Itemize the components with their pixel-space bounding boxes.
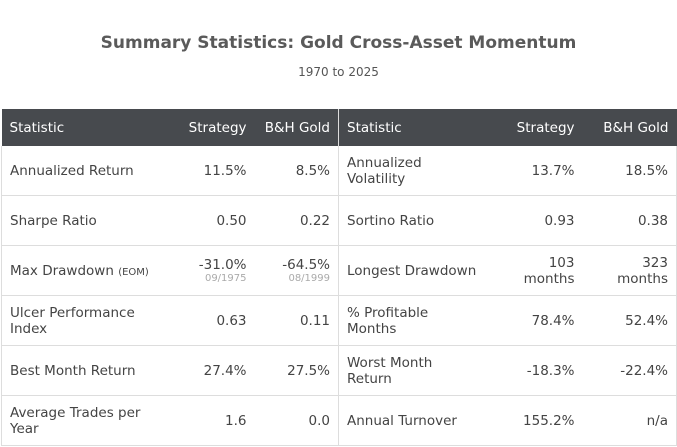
column-header: B&H Gold [582, 109, 677, 146]
header-row: Statistic Strategy B&H Gold Statistic Strate… [1, 109, 677, 146]
table-cell: Ulcer Performance Index [1, 295, 181, 346]
table-cell: -18.3% [488, 345, 583, 396]
table-row: Sharpe Ratio 0.50 0.22 Sortino Ratio 0.93 0.3… [1, 195, 677, 246]
table-cell: 0.0 [254, 395, 339, 446]
table-cell: 78.4% [488, 295, 583, 346]
table-cell: -22.4% [582, 345, 677, 396]
table-cell: Max Drawdown (EOM) [1, 245, 181, 296]
table-cell: n/a [582, 395, 677, 446]
column-header: Strategy [180, 109, 255, 146]
table-cell: 103 months [488, 245, 583, 296]
table-cell: 155.2% [488, 395, 583, 446]
column-header: Statistic [1, 109, 181, 146]
table-cell: Annualized Volatility [338, 146, 489, 196]
table-cell: % Profitable Months [338, 295, 489, 346]
table-cell: 11.5% [180, 146, 255, 196]
cell-text: -64.5% [282, 257, 330, 273]
column-header: B&H Gold [254, 109, 339, 146]
table-cell: Annualized Return [1, 146, 181, 196]
cell-date: 08/1999 [288, 273, 330, 284]
table-cell: 8.5% [254, 146, 339, 196]
table-cell: 27.5% [254, 345, 339, 396]
table-cell: Worst Month Return [338, 345, 489, 396]
table-row: Best Month Return 27.4% 27.5% Worst Month R… [1, 345, 677, 396]
table-cell: 0.11 [254, 295, 339, 346]
table-cell: 323 months [582, 245, 677, 296]
cell-text: Max Drawdown [10, 262, 114, 279]
table-cell: Annual Turnover [338, 395, 489, 446]
column-header: Statistic [338, 109, 489, 146]
stats-table: Statistic Strategy B&H Gold Statistic Strate… [1, 109, 677, 446]
table-cell: -31.0% 09/1975 [180, 245, 255, 296]
table-row: Average Trades per Year 1.6 0.0 Annual Turn… [1, 395, 677, 446]
cell-note: (EOM) [118, 266, 149, 278]
table-row: Ulcer Performance Index 0.63 0.11% Profita… [1, 295, 677, 346]
column-header: Strategy [488, 109, 583, 146]
subtitle: 1970 to 2025 [298, 65, 379, 79]
table-cell: 0.93 [488, 195, 583, 246]
table-cell: 0.63 [180, 295, 255, 346]
table-row: Annualized Return 11.5% 8.5% Annualized Vol… [1, 146, 677, 196]
title: Summary Statistics: Gold Cross-Asset Mom… [100, 33, 577, 53]
cell-date: 09/1975 [204, 273, 247, 284]
table-row: Max Drawdown (EOM) -31.0% 09/1975 -64.5% 08/… [1, 245, 677, 296]
table-cell: 0.50 [180, 195, 255, 246]
table-cell: 52.4% [582, 295, 677, 346]
table-cell: 18.5% [582, 146, 677, 196]
table-body: Annualized Return 11.5% 8.5% Annualized Vol… [1, 146, 677, 446]
table-cell: Sharpe Ratio [1, 195, 181, 246]
table-cell: -64.5% 08/1999 [254, 245, 339, 296]
table-cell: Longest Drawdown [338, 245, 489, 296]
table-cell: Best Month Return [1, 345, 181, 396]
table-cell: Average Trades per Year [1, 395, 181, 446]
table-cell: 13.7% [488, 146, 583, 196]
table-cell: 1.6 [180, 395, 255, 446]
table-cell: Sortino Ratio [338, 195, 489, 246]
table-cell: 27.4% [180, 345, 255, 396]
table-cell: 0.38 [582, 195, 677, 246]
table-cell: 0.22 [254, 195, 339, 246]
cell-text: -31.0% [198, 257, 247, 273]
